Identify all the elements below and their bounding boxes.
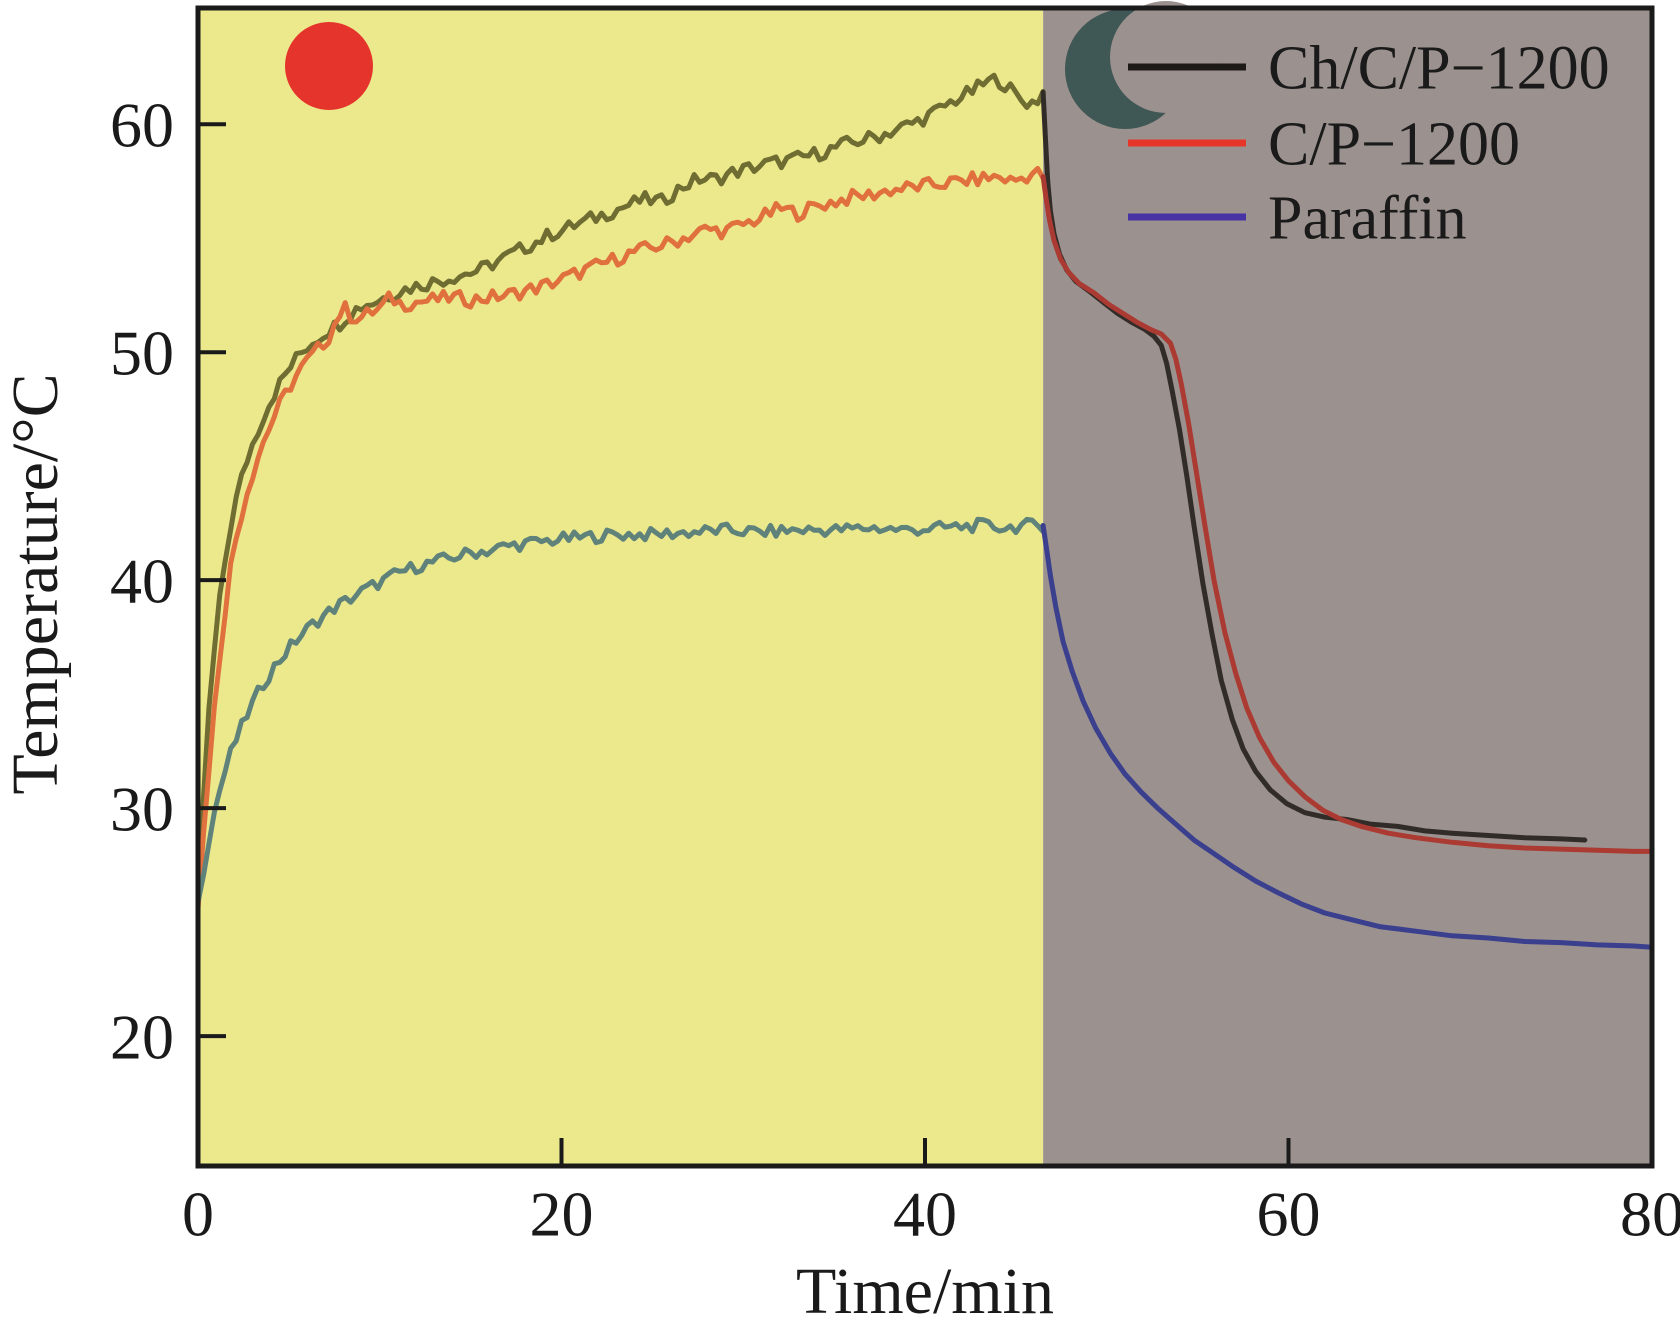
light-off-phase-bg: [1043, 8, 1652, 1166]
light-on-phase-bg: [198, 8, 1044, 1166]
series-line-light-c-p-1200: [195, 165, 1046, 911]
sun-icon: [285, 22, 373, 110]
x-tick-label: 40: [893, 1179, 957, 1250]
y-axis-title: Temperature/°C: [0, 373, 72, 795]
legend-label: C/P−1200: [1268, 111, 1520, 179]
series-line-dark-c-p-1200: [1040, 174, 1655, 854]
x-tick-label: 60: [1257, 1179, 1321, 1250]
plot-border: [195, 5, 1655, 1169]
x-axis-title: Time/min: [796, 1255, 1054, 1328]
legend-item-c-p-1200: C/P−1200: [1128, 111, 1520, 179]
x-tick-label: 0: [182, 1179, 214, 1250]
y-tick-label: 30: [110, 774, 174, 845]
legend-item-ch-c-p-1200: Ch/C/P−1200: [1128, 35, 1610, 103]
moon-cutout: [1110, 1, 1222, 113]
y-tick-label: 20: [110, 1001, 174, 1072]
series-line-light-ch-c-p-1200: [195, 72, 1046, 889]
legend-label: Ch/C/P−1200: [1268, 35, 1610, 103]
series-line-dark-paraffin: [1040, 523, 1655, 950]
series-c-p-1200: [195, 165, 1655, 911]
x-tick-label: 20: [530, 1179, 594, 1250]
x-tick-label: 80: [1620, 1179, 1680, 1250]
legend-item-paraffin: Paraffin: [1128, 185, 1467, 253]
moon-icon: [1065, 1, 1222, 129]
series-paraffin: [195, 516, 1655, 950]
y-tick-label: 50: [110, 318, 174, 389]
y-tick-label: 40: [110, 546, 174, 617]
legend-label: Paraffin: [1268, 185, 1467, 253]
series-line-light-paraffin: [195, 516, 1046, 905]
y-tick-label: 60: [110, 90, 174, 161]
